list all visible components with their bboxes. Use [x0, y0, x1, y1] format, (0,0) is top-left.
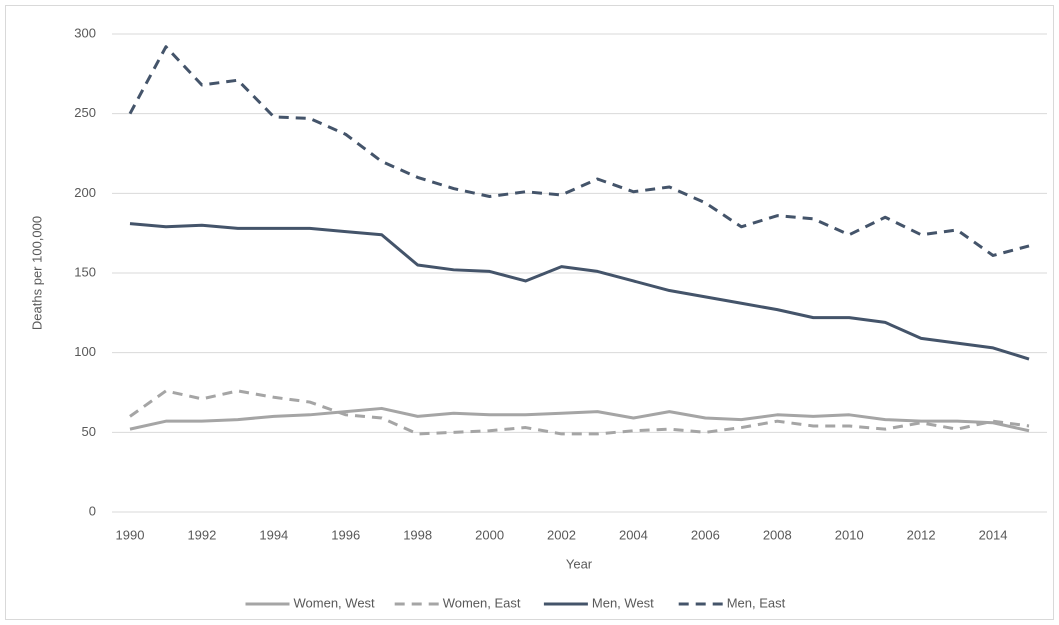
- y-tick-label: 200: [74, 185, 96, 200]
- y-tick-label: 100: [74, 344, 96, 359]
- x-tick-label: 2008: [763, 527, 792, 542]
- x-tick-label: 2006: [691, 527, 720, 542]
- x-tick-label: 2002: [547, 527, 576, 542]
- x-tick-label: 2014: [979, 527, 1008, 542]
- y-tick-label: 150: [74, 264, 96, 279]
- series-line: [129, 389, 1030, 436]
- x-tick-label: 1990: [116, 527, 145, 542]
- x-tick-label: 2000: [475, 527, 504, 542]
- x-tick-label: 1992: [187, 527, 216, 542]
- chart-frame: [5, 5, 1054, 620]
- legend-label: Women, East: [443, 595, 521, 610]
- x-tick-label: 1998: [403, 527, 432, 542]
- x-tick-label: 1996: [331, 527, 360, 542]
- y-axis-label: Deaths per 100,000: [29, 216, 44, 330]
- y-tick-label: 250: [74, 105, 96, 120]
- x-tick-label: 1994: [259, 527, 288, 542]
- y-tick-label: 0: [89, 503, 96, 518]
- x-axis-label: Year: [566, 556, 593, 571]
- legend-label: Men, East: [727, 595, 786, 610]
- legend-label: Women, West: [294, 595, 376, 610]
- x-tick-label: 2012: [907, 527, 936, 542]
- series-line: [128, 45, 1030, 257]
- series-line: [129, 222, 1030, 361]
- series-line: [129, 406, 1030, 433]
- x-tick-label: 2010: [835, 527, 864, 542]
- y-tick-label: 300: [74, 25, 96, 40]
- x-tick-label: 2004: [619, 527, 648, 542]
- legend-label: Men, West: [592, 595, 654, 610]
- y-tick-label: 50: [82, 424, 96, 439]
